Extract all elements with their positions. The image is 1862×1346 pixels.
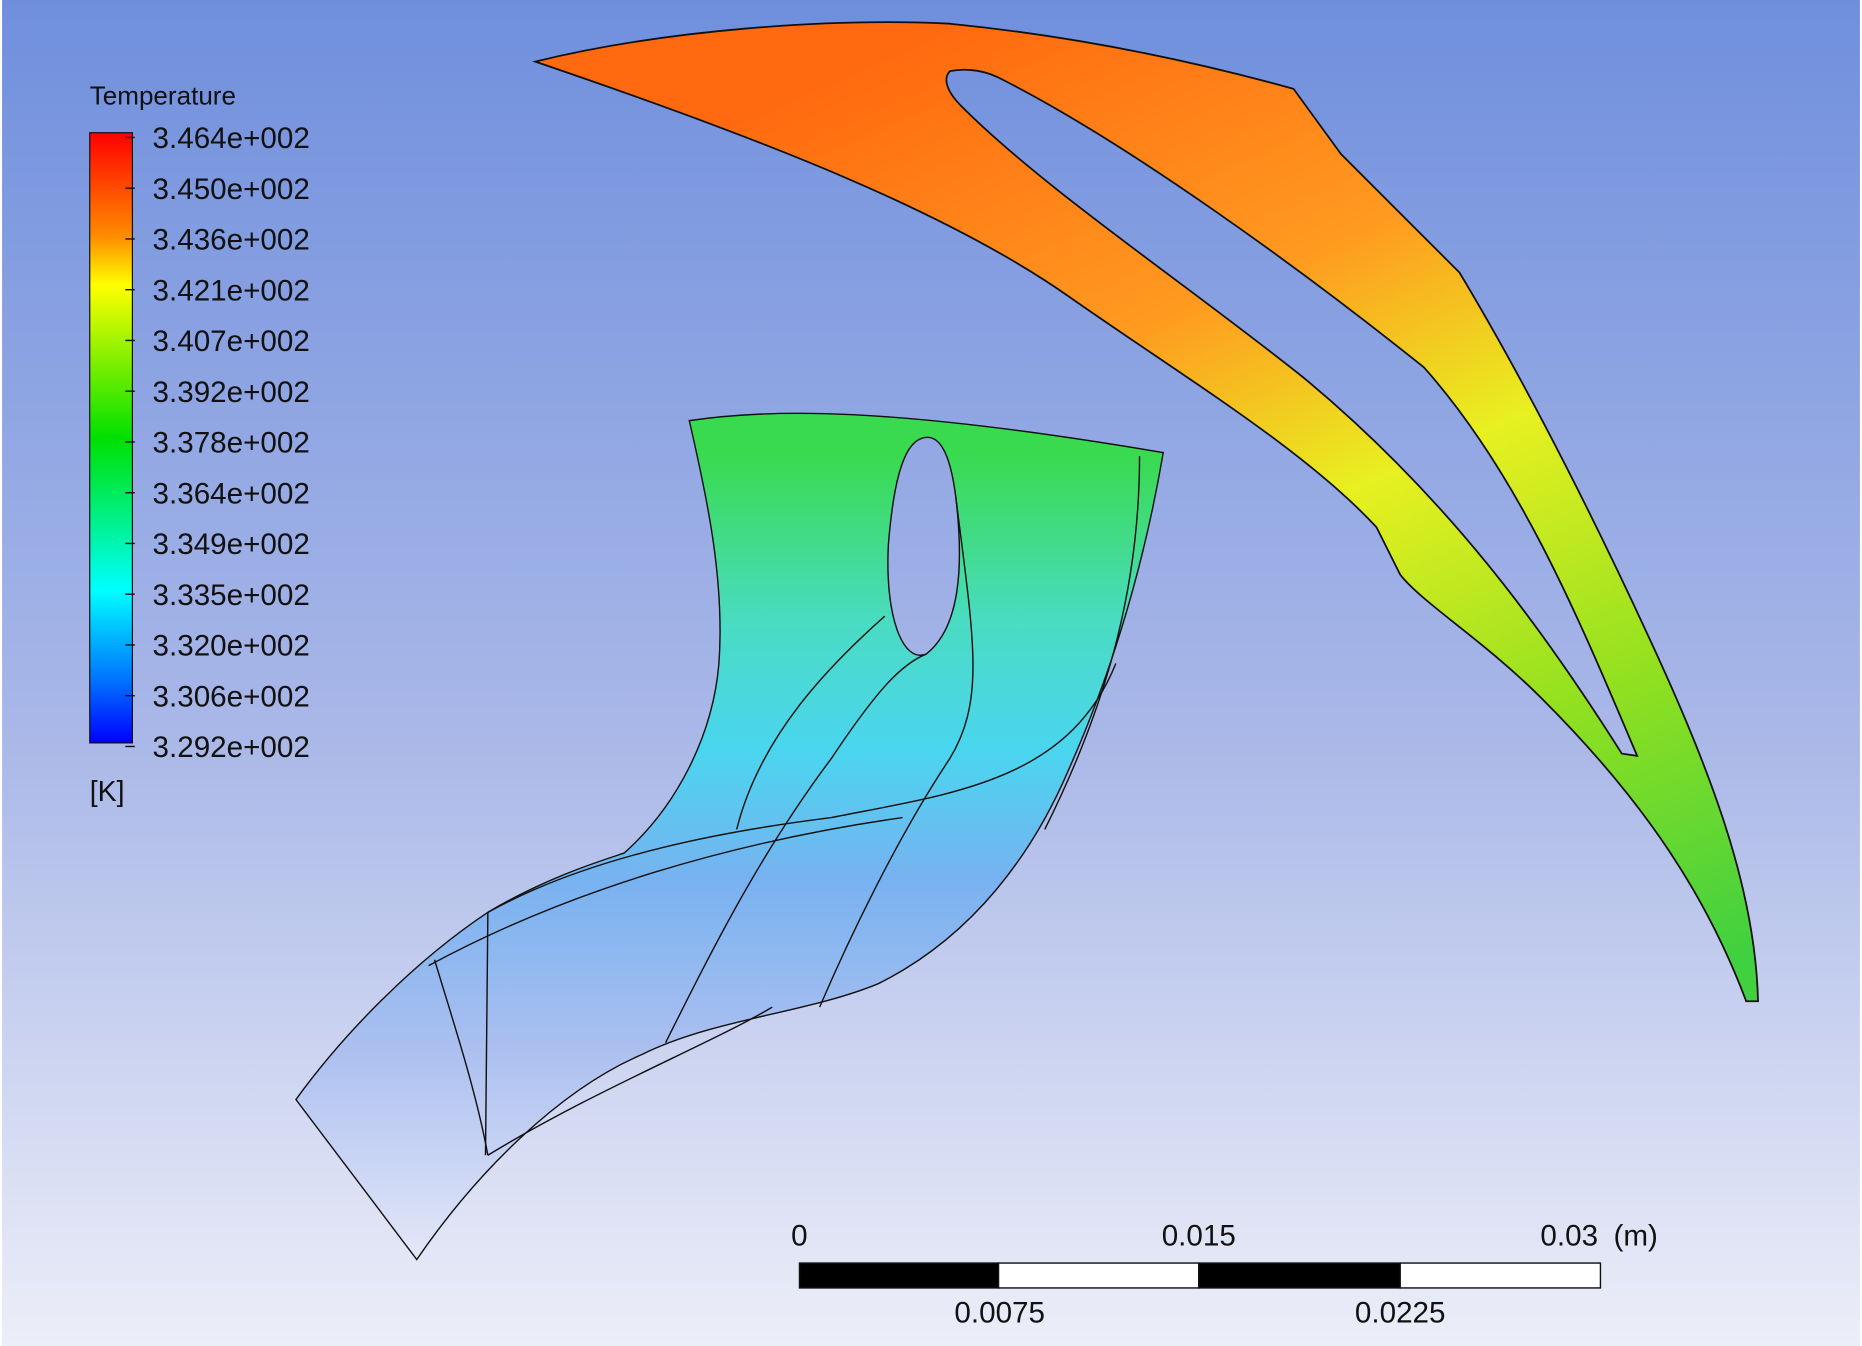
color-bar-label: 3.378e+002: [153, 427, 310, 460]
color-bar-label: 3.320e+002: [153, 630, 310, 663]
scale-label: 0: [791, 1219, 807, 1252]
color-bar-label: 3.306e+002: [153, 680, 310, 713]
blade-contour: [532, 21, 1759, 1003]
legend-unit: [K]: [90, 776, 125, 808]
color-bar-labels: 3.464e+002 3.450e+002 3.436e+002 3.421e+002…: [125, 122, 310, 764]
legend-title: Temperature: [90, 80, 236, 110]
scale-bar: [798, 1262, 1602, 1289]
scale-label: 0.0225: [1355, 1296, 1446, 1329]
color-bar-label: 3.450e+002: [153, 173, 310, 206]
color-bar-label: 3.436e+002: [153, 224, 310, 257]
color-bar-label: 3.392e+002: [153, 376, 310, 409]
color-bar-label: 3.292e+002: [153, 731, 310, 764]
scale-label: 0.0075: [954, 1296, 1045, 1329]
color-bar-label: 3.335e+002: [153, 579, 310, 612]
scale-label: 0.03: [1540, 1219, 1598, 1252]
scale-unit: (m): [1613, 1219, 1657, 1252]
color-bar-label: 3.407e+002: [153, 325, 310, 358]
scale-label: 0.015: [1162, 1219, 1236, 1252]
color-bar-label: 3.349e+002: [153, 528, 310, 561]
mesh-lines: [428, 456, 1141, 1156]
color-bar-label: 3.421e+002: [153, 274, 310, 307]
color-bar-label: 3.464e+002: [153, 122, 310, 155]
color-bar: [89, 132, 133, 744]
color-bar-label: 3.364e+002: [153, 477, 310, 510]
